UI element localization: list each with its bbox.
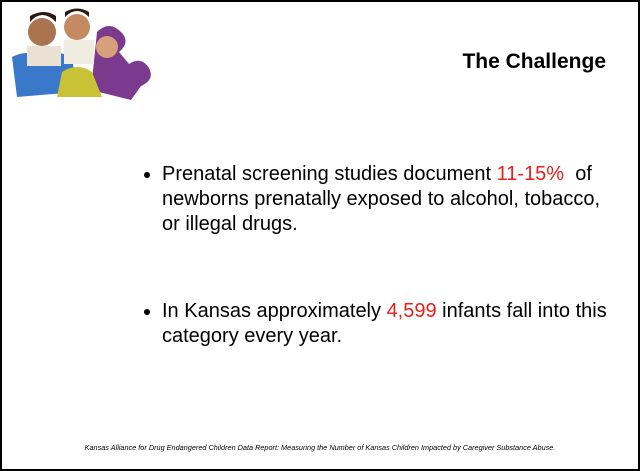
bullet: Prenatal screening studies document 11-1… — [162, 162, 617, 237]
bullet-list: Prenatal screening studies document 11-1… — [142, 162, 617, 411]
footnote: Kansas Alliance for Drug Endangered Chil… — [2, 443, 638, 452]
highlight: 4,599 — [387, 300, 437, 322]
bullet: In Kansas approximately 4,599 infants fa… — [162, 299, 617, 349]
highlight: 11-15% — [497, 163, 564, 185]
header-image — [2, 2, 162, 102]
bullet-text: In Kansas approximately — [162, 300, 387, 322]
bullet-text: Prenatal screening studies document — [162, 163, 497, 185]
page: The Challenge Prenatal screening studies… — [0, 0, 640, 471]
slide-title: The Challenge — [392, 50, 606, 74]
slide: The Challenge Prenatal screening studies… — [0, 0, 640, 471]
